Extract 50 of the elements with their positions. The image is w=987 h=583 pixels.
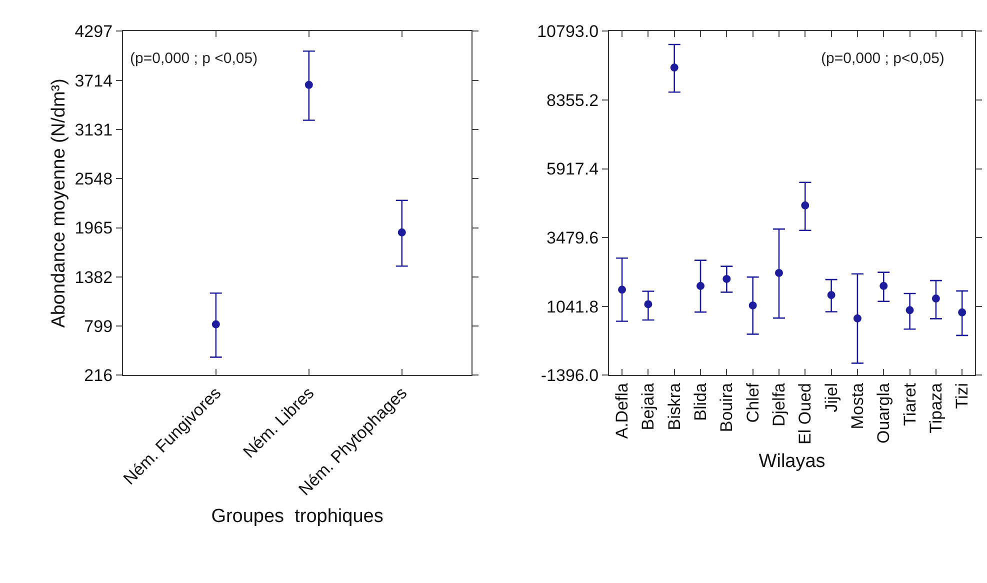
point <box>398 228 406 236</box>
x-tick-label: Biskra <box>664 382 684 430</box>
point <box>748 301 757 310</box>
x-tick-label: Ouargla <box>874 382 894 444</box>
point <box>670 64 678 72</box>
point <box>827 291 836 300</box>
point <box>304 80 313 89</box>
x-tick-label: Chlef <box>743 382 762 423</box>
x-axis-title: Wilayas <box>758 451 826 472</box>
y-tick-label: 799 <box>84 317 113 336</box>
annotation: (p=0,000 ; p<0,05) <box>821 50 944 67</box>
point <box>932 294 940 303</box>
x-tick-label: Mosta <box>848 382 867 430</box>
point <box>906 306 914 314</box>
point <box>774 268 783 277</box>
y-tick-label: 1041.8 <box>546 297 599 316</box>
y-tick-label: 3479.6 <box>546 228 599 248</box>
x-tick-label: Jijel <box>822 383 841 412</box>
point <box>212 320 220 328</box>
x-tick-label: Bouira <box>717 382 736 432</box>
x-axis-title: Groupes trophiques <box>211 506 384 527</box>
y-tick-label: 2548 <box>74 170 113 189</box>
y-tick-label: 4297 <box>74 22 113 42</box>
point <box>618 286 626 294</box>
point <box>853 314 862 322</box>
y-tick-label: 1965 <box>74 218 113 238</box>
y-tick-label: 10793.0 <box>537 22 599 42</box>
x-tick-label: El Oued <box>796 383 815 444</box>
y-tick-label: 8355.2 <box>546 90 599 110</box>
y-tick-label: 3131 <box>74 120 113 140</box>
x-tick-label: Djelfa <box>770 382 789 426</box>
y-axis-title: Abondance moyenne (N/dm³) <box>48 78 70 328</box>
x-tick-label: Tiaret <box>900 382 920 426</box>
x-tick-label: A.Defla <box>612 382 632 439</box>
point <box>801 201 810 210</box>
annotation: (p=0,000 ; p <0,05) <box>130 50 258 67</box>
point <box>696 282 705 290</box>
x-tick-label: Bejaia <box>638 382 658 430</box>
y-tick-label: 1382 <box>74 268 113 287</box>
x-tick-label: Tipaza <box>926 382 946 434</box>
y-tick-label: 216 <box>84 366 113 386</box>
x-tick-label: Tizi <box>952 383 972 409</box>
y-tick-label: -1396.0 <box>540 366 599 386</box>
point <box>880 282 888 290</box>
point <box>958 308 966 316</box>
point <box>644 300 652 308</box>
y-tick-label: 3714 <box>74 71 113 90</box>
point <box>722 274 731 283</box>
y-tick-label: 5917.4 <box>546 160 599 179</box>
x-tick-label: Blida <box>691 382 710 421</box>
